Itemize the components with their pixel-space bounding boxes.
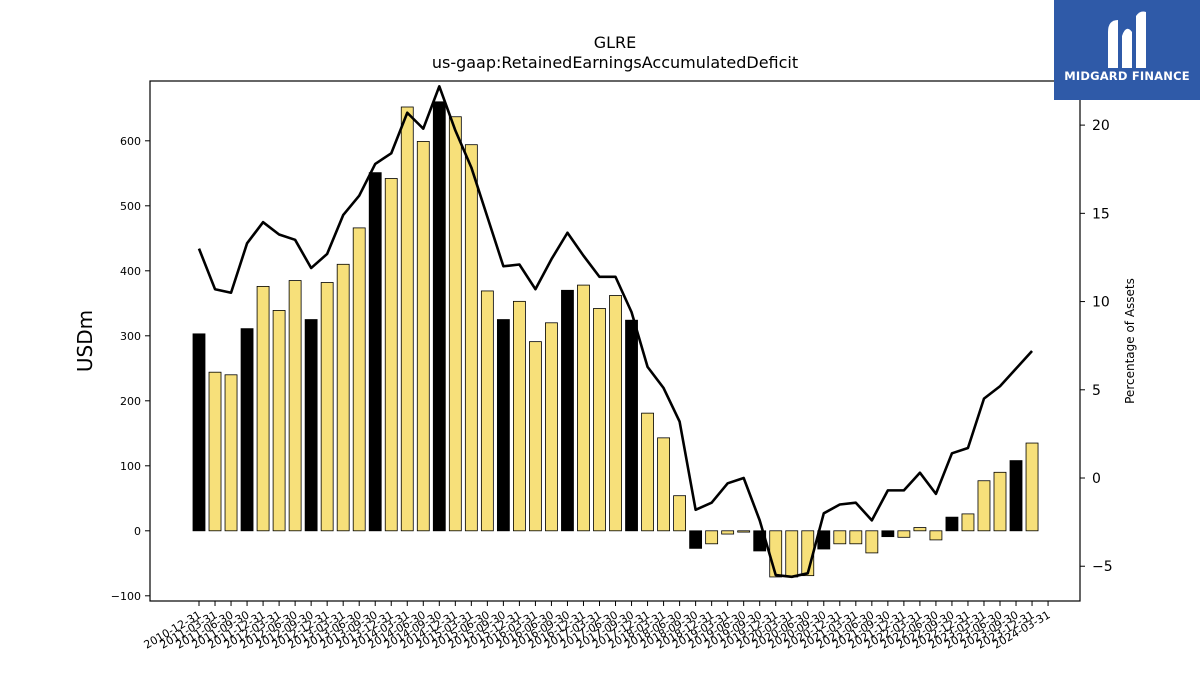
percentage-line <box>197 84 1034 579</box>
bar <box>673 495 686 532</box>
bar <box>641 412 654 532</box>
y2-axis-label: Percentage of Assets <box>1123 278 1137 404</box>
bar <box>1025 442 1039 532</box>
y-tick-label: 200 <box>120 395 141 408</box>
y-tick-label: 500 <box>120 200 141 213</box>
y-tick-label: −100 <box>111 590 141 603</box>
y-tick-label: 100 <box>120 460 141 473</box>
bar <box>945 516 959 532</box>
line-group <box>197 84 1034 579</box>
bar <box>833 530 847 545</box>
bar <box>849 530 863 545</box>
y2-tick-label: 20 <box>1092 118 1110 134</box>
bar <box>416 141 430 532</box>
bar <box>865 530 879 554</box>
bar <box>432 101 446 532</box>
y2-tick-label: 5 <box>1092 383 1101 399</box>
bar <box>1009 460 1023 532</box>
y-tick-label: 0 <box>134 525 141 538</box>
chart-subtitle: us-gaap:RetainedEarningsAccumulatedDefic… <box>432 53 798 72</box>
bar <box>480 290 494 532</box>
bar <box>208 371 222 532</box>
bar <box>513 300 526 532</box>
bar <box>721 530 735 535</box>
bar <box>496 319 510 532</box>
plot-frame <box>149 80 1081 602</box>
midgard-finance-logo: MIDGARD FINANCE <box>1054 0 1200 100</box>
bar <box>561 289 574 532</box>
bar <box>593 308 606 532</box>
y2-tick-label: 10 <box>1092 295 1110 311</box>
bar <box>993 471 1007 532</box>
bar <box>609 295 622 532</box>
axes-group: −1000100200300400500600−5051015202010-12… <box>111 118 1113 651</box>
bar <box>384 178 398 532</box>
logo-text: MIDGARD FINANCE <box>1064 69 1190 83</box>
bar <box>304 319 318 532</box>
bar <box>705 530 719 545</box>
bar <box>785 530 799 578</box>
bar <box>256 285 270 532</box>
y-tick-label: 300 <box>120 330 141 343</box>
bars-group <box>192 101 1039 578</box>
bar <box>320 282 334 532</box>
bar <box>625 319 638 532</box>
bar <box>657 437 670 532</box>
bar <box>272 310 286 532</box>
y-tick-label: 600 <box>120 135 141 148</box>
chart-title: GLRE <box>594 33 637 52</box>
bar <box>913 527 927 532</box>
bar <box>368 172 382 532</box>
bar <box>881 530 895 538</box>
bar <box>448 116 462 532</box>
y-tick-label: 400 <box>120 265 141 278</box>
y2-tick-label: 15 <box>1092 206 1110 222</box>
y-axis-label: USDm <box>73 310 97 372</box>
bar <box>224 374 238 532</box>
bar <box>689 530 703 549</box>
y2-tick-label: −5 <box>1092 559 1113 575</box>
bar <box>929 530 943 541</box>
bar <box>240 328 254 532</box>
bar <box>192 333 206 532</box>
y2-tick-label: 0 <box>1092 471 1101 487</box>
bar <box>400 106 414 532</box>
bar <box>545 322 558 532</box>
bar <box>352 227 366 532</box>
bar <box>961 513 975 532</box>
bar <box>577 284 590 532</box>
bar <box>897 530 911 538</box>
logo-mark-icon <box>1108 11 1146 68</box>
bar <box>737 530 751 533</box>
bar <box>977 480 991 532</box>
bar <box>769 530 783 578</box>
bar <box>464 144 478 532</box>
bar <box>288 280 302 532</box>
bar <box>336 263 350 532</box>
bar <box>529 341 542 532</box>
